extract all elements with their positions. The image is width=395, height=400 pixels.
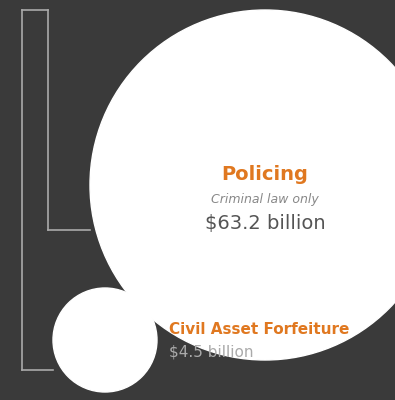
Circle shape — [90, 10, 395, 360]
Circle shape — [53, 288, 157, 392]
Text: Criminal law only: Criminal law only — [211, 194, 319, 206]
Text: Civil Asset Forfeiture: Civil Asset Forfeiture — [169, 322, 349, 338]
Text: Policing: Policing — [222, 166, 308, 184]
Text: $63.2 billion: $63.2 billion — [205, 214, 325, 232]
Text: $4.5 billion: $4.5 billion — [169, 344, 254, 360]
